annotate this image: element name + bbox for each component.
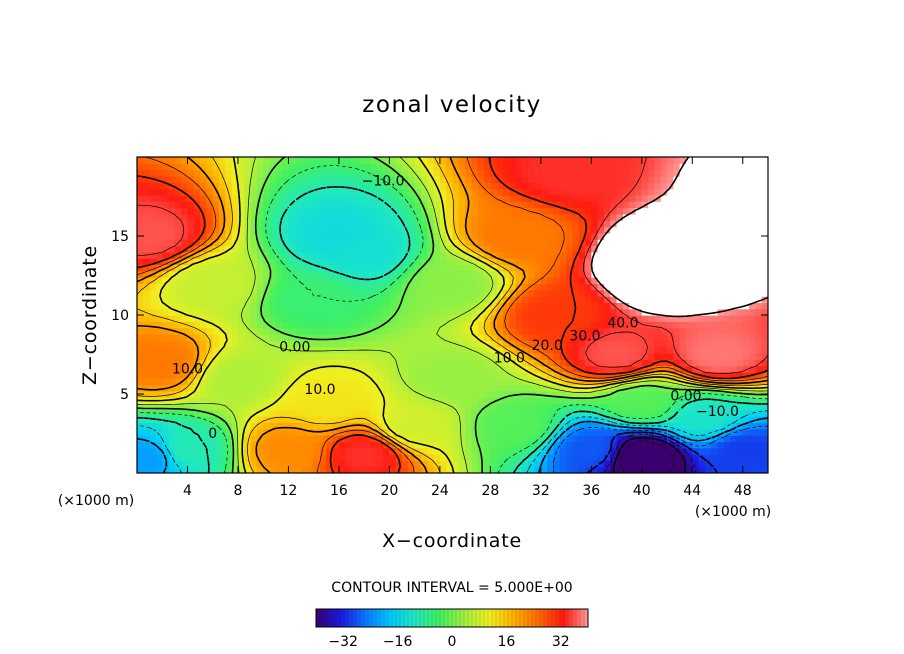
x-tick-label: 36 <box>582 483 600 499</box>
contour-label: 10.0 <box>494 350 525 366</box>
contour-line <box>137 157 768 473</box>
y-axis-label: Z−coordinate <box>79 245 101 385</box>
contour-line <box>137 157 768 473</box>
plot-area: −10.010.00.0010.0010.020.030.040.00.00−1… <box>136 156 769 474</box>
colorbar-ticks: −32 −16 0 16 32 <box>328 634 569 650</box>
colorbar-fill <box>316 609 588 627</box>
colorbar-tick-label: −16 <box>383 634 413 650</box>
contour-line <box>137 157 768 473</box>
contour-lines <box>137 157 768 473</box>
colorbar-tick-label: 0 <box>448 634 457 650</box>
contour-line <box>590 157 768 318</box>
contour-label: 10.0 <box>304 382 335 398</box>
colorbar: −32 −16 0 16 32 <box>315 608 589 650</box>
contour-line <box>137 157 768 473</box>
contour-label: 40.0 <box>607 316 638 332</box>
contour-label: −10.0 <box>696 404 739 420</box>
contour-line <box>553 425 768 473</box>
x-tick-label: 4 <box>183 483 192 499</box>
contour-label: 0.00 <box>670 388 701 404</box>
contour-label: 0 <box>208 426 217 442</box>
x-unit-right: (×1000 m) <box>695 504 771 520</box>
x-tick-label: 24 <box>431 483 449 499</box>
colorbar-frame <box>315 608 589 628</box>
contour-line <box>620 441 675 473</box>
x-tick-label: 44 <box>683 483 701 499</box>
contour-label: −10.0 <box>362 173 405 189</box>
x-tick-label: 16 <box>330 483 348 499</box>
x-tick-label: 28 <box>481 483 499 499</box>
y-tick-label: 5 <box>120 387 129 403</box>
contour-label: 30.0 <box>569 328 600 344</box>
x-unit-left: (×1000 m) <box>58 493 134 509</box>
contour-line <box>137 186 768 473</box>
x-axis-label: X−coordinate <box>382 530 522 552</box>
contour-line <box>603 434 697 473</box>
contour-labels: −10.010.00.0010.0010.020.030.040.00.00−1… <box>172 173 739 442</box>
x-tick-label: 20 <box>380 483 398 499</box>
contour-label: 0.00 <box>279 339 310 355</box>
contour-line <box>612 436 687 473</box>
contour-line <box>137 157 768 473</box>
x-tick-label: 40 <box>633 483 651 499</box>
x-axis-ticks: 4 8 12 16 20 24 28 32 36 40 44 48 <box>183 157 752 499</box>
y-tick-label: 10 <box>111 308 129 324</box>
x-tick-label: 12 <box>280 483 298 499</box>
contour-line <box>137 157 768 374</box>
velocity-field <box>137 157 768 473</box>
y-axis-ticks: 5 10 15 <box>111 229 768 403</box>
contour-label: 20.0 <box>532 338 563 354</box>
colorbar-tick-label: 16 <box>497 634 515 650</box>
contour-line <box>137 410 768 473</box>
y-tick-label: 15 <box>111 229 129 245</box>
contour-line <box>586 431 719 473</box>
colorbar-tick-label: −32 <box>328 634 358 650</box>
contour-line <box>137 165 768 473</box>
x-tick-label: 8 <box>233 483 242 499</box>
contour-label: 10.0 <box>172 362 203 378</box>
chart-title: zonal velocity <box>362 92 541 118</box>
contour-line <box>137 157 768 473</box>
x-tick-label: 32 <box>532 483 550 499</box>
contour-interval-label: CONTOUR INTERVAL = 5.000E+00 <box>331 580 572 596</box>
contour-line <box>137 417 768 473</box>
colorbar-stripes <box>319 609 585 627</box>
x-tick-label: 48 <box>734 483 752 499</box>
colorbar-tick-label: 32 <box>552 634 570 650</box>
contour-line <box>137 157 768 473</box>
